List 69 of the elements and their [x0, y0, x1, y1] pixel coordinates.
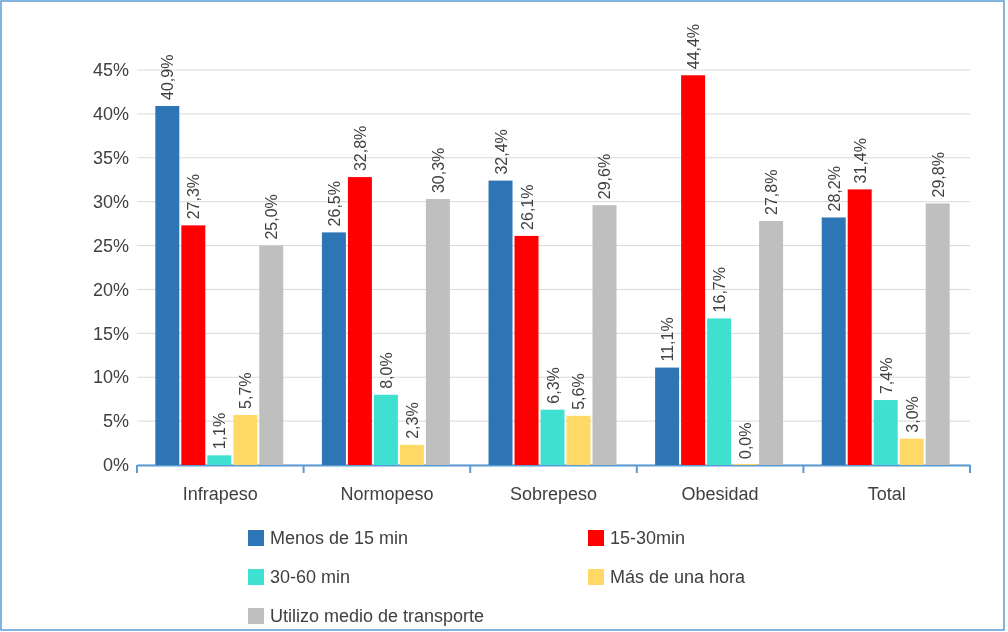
bar [566, 415, 591, 465]
data-label: 27,8% [763, 169, 781, 215]
x-tick-label: Total [867, 483, 906, 504]
bar [155, 105, 180, 465]
data-label: 11,1% [659, 317, 677, 362]
data-label: 29,8% [929, 152, 947, 198]
data-label: 27,3% [185, 173, 203, 220]
y-tick-label: 0% [102, 455, 129, 476]
legend-label: Utilizo medio de transporte [270, 606, 485, 626]
bar [347, 177, 372, 465]
y-tick-label: 15% [92, 323, 129, 344]
bar [321, 232, 346, 465]
bar [181, 225, 206, 465]
data-label: 26,1% [518, 184, 536, 230]
bar [759, 220, 784, 465]
data-label: 26,5% [325, 181, 343, 227]
bar [847, 189, 872, 465]
bar [425, 199, 450, 465]
data-label: 28,2% [825, 166, 843, 212]
bar [207, 455, 232, 465]
legend-label: 15-30min [610, 528, 686, 548]
data-label: 40,9% [159, 54, 177, 100]
data-label: 25,0% [263, 194, 281, 240]
data-label: 1,1% [211, 412, 229, 450]
bar [540, 409, 565, 465]
bar [259, 245, 284, 465]
data-label: 3,0% [903, 396, 921, 433]
x-tick-label: Sobrepeso [509, 483, 598, 504]
y-tick-label: 5% [102, 411, 129, 432]
bar [873, 400, 898, 465]
bar [373, 394, 398, 465]
x-tick-label: Normopeso [340, 483, 434, 504]
bar [488, 180, 513, 465]
bar [681, 75, 706, 465]
bar [233, 414, 258, 465]
x-tick-label: Obesidad [681, 483, 759, 504]
bar [707, 318, 732, 465]
data-label: 29,6% [596, 153, 614, 200]
y-tick-label: 40% [92, 104, 129, 125]
bar [399, 444, 424, 465]
data-label: 8,0% [377, 352, 395, 389]
data-label: 2,3% [403, 402, 421, 439]
y-tick-label: 45% [92, 60, 129, 81]
y-tick-label: 35% [92, 148, 129, 169]
data-label: 5,7% [237, 372, 255, 409]
y-tick-label: 10% [92, 367, 129, 388]
bar [514, 235, 539, 465]
bar [655, 367, 680, 465]
bar [925, 203, 950, 465]
data-label: 5,6% [570, 373, 588, 410]
data-label: 16,7% [711, 267, 729, 313]
y-tick-label: 25% [92, 235, 129, 256]
data-label: 6,3% [544, 367, 562, 404]
y-tick-label: 20% [92, 279, 129, 300]
data-label: 32,4% [492, 129, 510, 175]
data-label: 7,4% [877, 357, 895, 395]
data-label: 30,3% [429, 147, 447, 194]
legend-label: 30-60 min [270, 567, 351, 587]
bar [821, 217, 846, 465]
legend-label: Más de una hora [610, 567, 747, 587]
x-tick-label: Infrapeso [182, 483, 258, 504]
data-label: 31,4% [851, 138, 869, 184]
data-label: 0,0% [737, 422, 755, 459]
bar [899, 438, 924, 465]
bar [592, 205, 617, 465]
data-label: 32,8% [351, 125, 369, 172]
data-label: 44,4% [685, 23, 703, 70]
y-tick-label: 30% [92, 191, 129, 212]
legend-label: Menos de 15 min [270, 528, 409, 548]
